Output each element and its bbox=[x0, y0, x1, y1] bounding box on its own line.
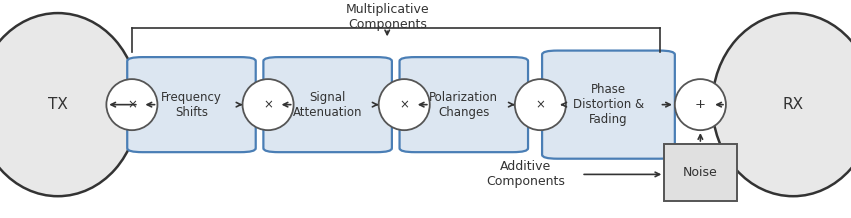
Text: RX: RX bbox=[783, 97, 803, 112]
Text: ×: × bbox=[399, 98, 409, 111]
Text: Phase
Distortion &
Fading: Phase Distortion & Fading bbox=[573, 83, 644, 126]
Ellipse shape bbox=[379, 79, 430, 130]
FancyBboxPatch shape bbox=[400, 57, 528, 152]
Text: Multiplicative
Components: Multiplicative Components bbox=[346, 3, 429, 31]
Text: Polarization
Changes: Polarization Changes bbox=[429, 91, 499, 119]
Text: Frequency
Shifts: Frequency Shifts bbox=[161, 91, 222, 119]
Ellipse shape bbox=[515, 79, 566, 130]
Text: ×: × bbox=[127, 98, 137, 111]
Text: +: + bbox=[695, 98, 705, 111]
Text: ×: × bbox=[263, 98, 273, 111]
Text: TX: TX bbox=[48, 97, 68, 112]
Ellipse shape bbox=[243, 79, 294, 130]
FancyBboxPatch shape bbox=[542, 51, 675, 159]
Text: Noise: Noise bbox=[683, 166, 717, 179]
FancyBboxPatch shape bbox=[128, 57, 255, 152]
FancyBboxPatch shape bbox=[664, 144, 736, 201]
Text: Additive
Components: Additive Components bbox=[487, 160, 565, 188]
Ellipse shape bbox=[712, 13, 851, 196]
Ellipse shape bbox=[106, 79, 157, 130]
Ellipse shape bbox=[0, 13, 139, 196]
FancyBboxPatch shape bbox=[264, 57, 391, 152]
Text: Signal
Attenuation: Signal Attenuation bbox=[293, 91, 363, 119]
Text: ×: × bbox=[535, 98, 545, 111]
Ellipse shape bbox=[675, 79, 726, 130]
